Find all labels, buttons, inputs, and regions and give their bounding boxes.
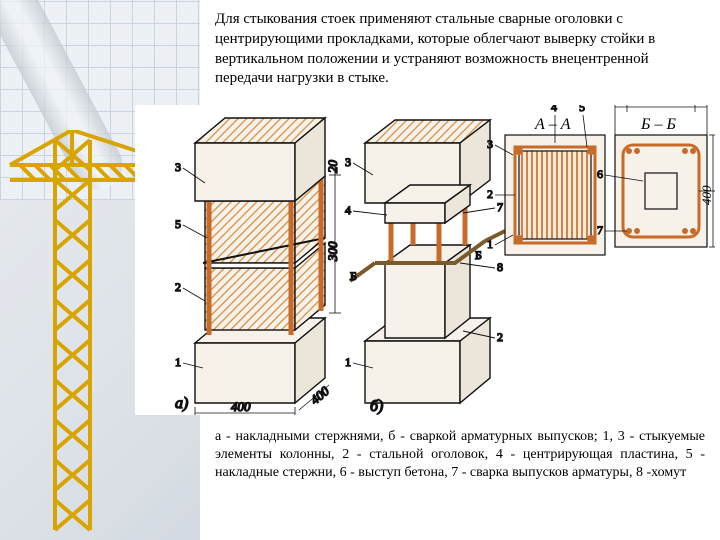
svg-text:50: 50 [613,105,627,106]
svg-text:2: 2 [497,330,503,344]
panel-a: 3 5 2 1 400 400 [175,118,341,415]
svg-text:3: 3 [345,155,351,169]
svg-text:3: 3 [175,160,181,174]
svg-text:50: 50 [693,105,707,106]
svg-text:300: 300 [648,105,669,106]
svg-text:3: 3 [487,137,493,151]
svg-text:1: 1 [345,355,351,369]
svg-text:2: 2 [175,280,181,294]
svg-text:4: 4 [345,203,351,217]
svg-text:20: 20 [325,160,340,174]
svg-text:1: 1 [487,237,493,251]
svg-text:5: 5 [175,217,181,231]
svg-text:400: 400 [699,185,714,205]
svg-text:8: 8 [497,260,503,274]
section-bb: Б – Б 6 [597,105,715,247]
svg-text:6: 6 [597,167,603,181]
intro-paragraph: Для стыкования стоек применяют стальные … [215,10,705,89]
svg-text:б): б) [370,398,383,415]
section-aa: А – А 3 2 1 [487,105,605,255]
svg-text:7: 7 [497,200,503,214]
svg-text:Б: Б [475,248,482,262]
svg-text:Б: Б [350,269,357,283]
svg-text:А – А: А – А [534,116,571,133]
svg-text:7: 7 [597,223,603,237]
svg-text:5: 5 [579,105,585,114]
svg-text:1: 1 [175,355,181,369]
svg-text:а): а) [175,395,188,412]
svg-text:4: 4 [551,105,557,114]
svg-text:300: 300 [325,241,340,262]
panel-b: 3 4 7 8 2 1 Б Б б) [345,120,505,415]
technical-figure: 3 5 2 1 400 400 [135,105,715,415]
svg-text:2: 2 [487,187,493,201]
svg-text:Б – Б: Б – Б [640,116,676,133]
figure-legend: а - накладными стержнями, б - сваркой ар… [215,428,705,482]
svg-text:400: 400 [231,399,251,414]
